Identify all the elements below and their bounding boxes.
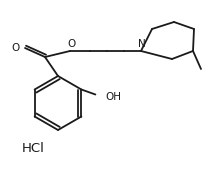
Text: O: O — [67, 39, 75, 49]
Text: HCl: HCl — [22, 141, 45, 154]
Text: OH: OH — [105, 91, 121, 102]
Text: N: N — [138, 39, 146, 49]
Text: O: O — [12, 43, 20, 53]
